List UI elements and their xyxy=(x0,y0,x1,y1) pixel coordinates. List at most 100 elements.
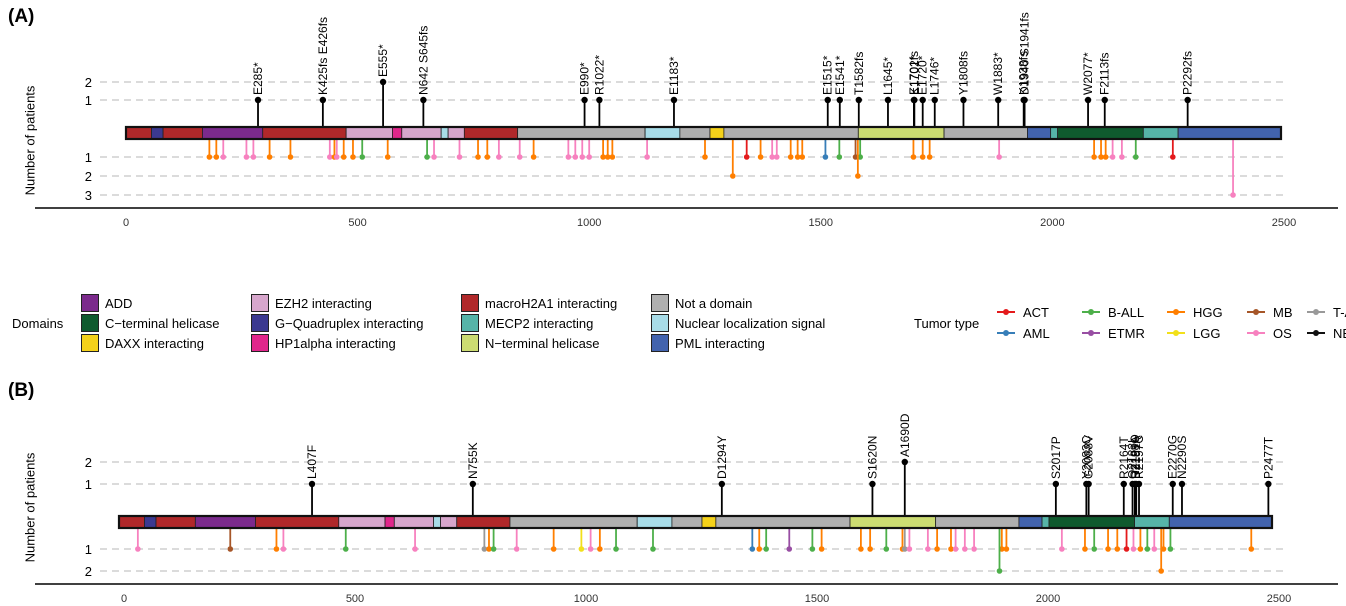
domain-swatch xyxy=(651,294,669,312)
lollipop-point-above xyxy=(901,458,908,466)
lollipop-point-above xyxy=(824,96,831,104)
lollipop-point-below xyxy=(925,546,931,552)
domain-swatch xyxy=(651,334,669,352)
domain-segment xyxy=(262,126,347,140)
lollipop-point-below xyxy=(1109,154,1116,160)
lollipop-point-above xyxy=(855,96,862,104)
domain-swatch xyxy=(251,314,269,332)
tumor-legend-label: T-ALL xyxy=(1333,304,1346,320)
lollipop-point-below xyxy=(333,154,340,160)
lollipop-point-below xyxy=(1144,546,1151,552)
mutation-label: W1883* xyxy=(991,52,1005,95)
domain-segment xyxy=(636,515,673,529)
lollipop-point-below xyxy=(1091,546,1097,552)
lollipop-point-below xyxy=(1248,546,1255,552)
lollipop-point-below xyxy=(971,546,977,552)
lollipop-point-below xyxy=(340,154,347,160)
domain-swatch xyxy=(461,294,479,312)
domain-segment xyxy=(440,515,458,529)
lollipop-point-below xyxy=(1105,546,1111,552)
tumor-legend-label: OS xyxy=(1273,325,1292,341)
domain-segment xyxy=(701,515,717,529)
lollipop-point-below xyxy=(565,154,572,160)
mutation-label: E1541* xyxy=(833,55,847,95)
protein-bar-outline xyxy=(117,514,1274,530)
lollipop-point-below xyxy=(883,546,890,552)
tumor-swatch xyxy=(1165,304,1187,320)
domain-segment xyxy=(849,515,937,529)
domain-segment xyxy=(456,515,511,529)
mutation-label: P2477T xyxy=(1261,436,1275,479)
lollipop-point-below xyxy=(431,154,437,160)
mutation-label: E285* xyxy=(251,62,265,95)
x-tick-label: 0 xyxy=(123,217,129,229)
lollipop-point-above xyxy=(995,96,1002,104)
tumor-legend-item: ETMR xyxy=(1080,325,1145,341)
domain-legend-item: ADD xyxy=(81,294,132,312)
y-tick-label: 1 xyxy=(85,542,92,557)
tumor-legend-label: MB xyxy=(1273,304,1293,320)
y-tick-label: 2 xyxy=(85,169,92,184)
mutation-label: N2290S xyxy=(1175,436,1189,479)
tumor-legend-item: NB xyxy=(1305,325,1346,341)
tumor-legend-item: AML xyxy=(995,325,1050,341)
lollipop-point-below xyxy=(206,154,213,160)
mutation-label: F2113fs xyxy=(1098,53,1112,95)
domain-segment xyxy=(393,515,435,529)
lollipop-point-below xyxy=(857,154,863,160)
lollipop-point-above xyxy=(596,96,603,104)
lollipop-point-below xyxy=(962,546,968,552)
lollipop-point-below xyxy=(1082,546,1088,552)
domain-segment xyxy=(1134,515,1170,529)
lollipop-point-below xyxy=(836,154,843,160)
domain-legend-label: MECP2 interacting xyxy=(485,315,594,331)
domain-segment xyxy=(671,515,703,529)
lollipop-point-below xyxy=(250,154,257,160)
lollipop-point-below xyxy=(486,546,492,552)
domain-segment xyxy=(125,126,152,140)
lollipop-point-below xyxy=(1160,546,1167,552)
lollipop-point-below xyxy=(996,154,1002,160)
lollipop-point-above xyxy=(1120,480,1127,488)
domain-swatch xyxy=(81,294,99,312)
domain-swatch xyxy=(461,314,479,332)
mutation-label: E1183* xyxy=(667,56,681,95)
mutation-label: L1645* xyxy=(881,57,895,95)
domain-legend-item: MECP2 interacting xyxy=(461,314,593,332)
tumor-legend-item: T-ALL xyxy=(1305,304,1346,320)
x-tick-label: 2500 xyxy=(1267,593,1291,605)
lollipop-point-above xyxy=(379,78,387,86)
lollipop-point-above xyxy=(420,96,427,104)
lollipop-point-below xyxy=(773,154,780,160)
domain-segment xyxy=(517,126,646,140)
domain-legend-item: Not a domain xyxy=(651,294,752,312)
lollipop-point-below xyxy=(600,154,606,160)
lollipop-point-above xyxy=(308,480,316,488)
lollipop-point-below xyxy=(613,546,619,552)
lollipop-point-below xyxy=(794,154,801,160)
lollipop-point-below xyxy=(919,154,926,160)
domain-swatch xyxy=(251,294,269,312)
panel-a-ylabel: Number of patients xyxy=(22,85,38,196)
lollipop-point-below xyxy=(578,546,585,552)
lollipop-point-below xyxy=(530,154,537,160)
mutation-label: R2164T xyxy=(1117,436,1131,479)
domain-segment xyxy=(447,126,465,140)
tumor-legend-label: ACT xyxy=(1023,304,1049,320)
domain-segment xyxy=(440,126,449,140)
mutation-label: K1702* xyxy=(907,55,921,95)
lollipop-point-above xyxy=(911,96,918,104)
domain-legend-item: C−terminal helicase xyxy=(81,314,220,332)
lollipop-point-below xyxy=(769,154,775,160)
lollipop-point-below xyxy=(490,546,497,552)
domain-segment xyxy=(943,126,1028,140)
domain-segment xyxy=(255,515,340,529)
lollipop-point-below xyxy=(350,154,356,160)
lollipop-point-above xyxy=(1021,96,1028,104)
domain-legend-item: DAXX interacting xyxy=(81,334,204,352)
domain-swatch xyxy=(81,314,99,332)
lollipop-point-below xyxy=(550,546,557,552)
lollipop-point-below xyxy=(855,173,861,179)
domain-legend-item: EZH2 interacting xyxy=(251,294,372,312)
mutation-label: R2197C xyxy=(1132,435,1146,479)
